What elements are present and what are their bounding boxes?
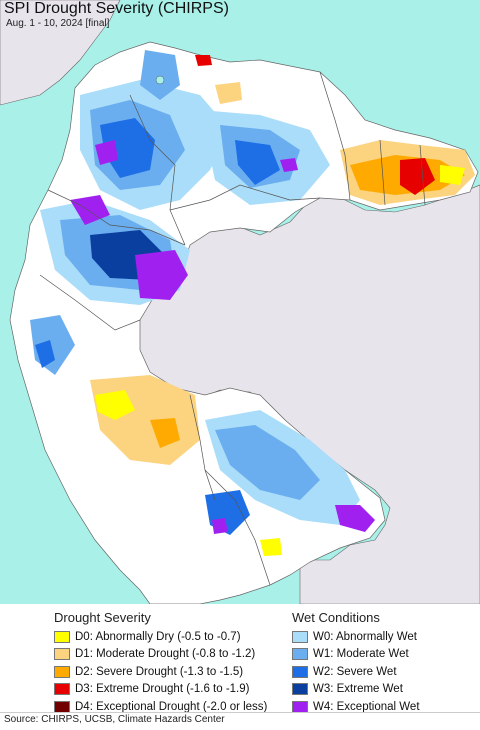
legend-label: D1: Moderate Drought (-0.8 to -1.2) xyxy=(75,648,256,661)
drought-legend: Drought Severity D0: Abnormally Dry (-0.… xyxy=(54,610,267,716)
drought-map xyxy=(0,0,480,604)
legend-label: D3: Extreme Drought (-1.6 to -1.9) xyxy=(75,683,250,696)
legend-item-d2: D2: Severe Drought (-1.3 to -1.5) xyxy=(54,663,267,681)
legend-item-w1: W1: Moderate Wet xyxy=(292,646,420,664)
legend-swatch xyxy=(292,648,308,661)
legend-label: W1: Moderate Wet xyxy=(313,648,409,661)
legend-label: W4: Exceptional Wet xyxy=(313,700,420,713)
lake xyxy=(155,75,165,85)
legend-label: D0: Abnormally Dry (-0.5 to -0.7) xyxy=(75,630,241,643)
map-title: SPI Drought Severity (CHIRPS) xyxy=(4,0,229,17)
legend-swatch xyxy=(54,648,70,661)
legend-swatch xyxy=(54,683,70,696)
legend-label: D4: Exceptional Drought (-2.0 or less) xyxy=(75,700,268,713)
legend-swatch xyxy=(54,630,70,643)
legend-label: D2: Severe Drought (-1.3 to -1.5) xyxy=(75,665,244,678)
wet-patches xyxy=(30,50,375,535)
legend-swatch xyxy=(292,700,308,713)
map-panel: SPI Drought Severity (CHIRPS) Aug. 1 - 1… xyxy=(0,0,480,604)
drought-patches xyxy=(90,55,475,556)
country-borders xyxy=(39,71,426,586)
drought-legend-heading: Drought Severity xyxy=(54,610,151,625)
legend-item-d1: D1: Moderate Drought (-0.8 to -1.2) xyxy=(54,646,267,664)
legend-item-w3: W3: Extreme Wet xyxy=(292,681,420,699)
legend-item-w2: W2: Severe Wet xyxy=(292,663,420,681)
legend-label: W0: Abnormally Wet xyxy=(313,630,417,643)
footer-divider xyxy=(0,712,480,713)
wet-legend-heading: Wet Conditions xyxy=(292,610,380,625)
wet-legend: Wet Conditions W0: Abnormally Wet W1: Mo… xyxy=(292,610,420,716)
legend-item-d3: D3: Extreme Drought (-1.6 to -1.9) xyxy=(54,681,267,699)
legend-item-w4: W4: Exceptional Wet xyxy=(292,698,420,716)
legend-swatch xyxy=(292,665,308,678)
map-subtitle: Aug. 1 - 10, 2024 [final] xyxy=(6,18,110,29)
legend: Drought Severity D0: Abnormally Dry (-0.… xyxy=(0,604,480,714)
legend-swatch xyxy=(292,630,308,643)
legend-label: W3: Extreme Wet xyxy=(313,683,403,696)
central-america-land xyxy=(0,0,121,106)
legend-swatch xyxy=(292,683,308,696)
legend-item-d0: D0: Abnormally Dry (-0.5 to -0.7) xyxy=(54,628,267,646)
legend-swatch xyxy=(54,665,70,678)
legend-item-w0: W0: Abnormally Wet xyxy=(292,628,420,646)
legend-swatch xyxy=(54,700,70,713)
legend-label: W2: Severe Wet xyxy=(313,665,397,678)
source-credit: Source: CHIRPS, UCSB, Climate Hazards Ce… xyxy=(4,714,225,725)
